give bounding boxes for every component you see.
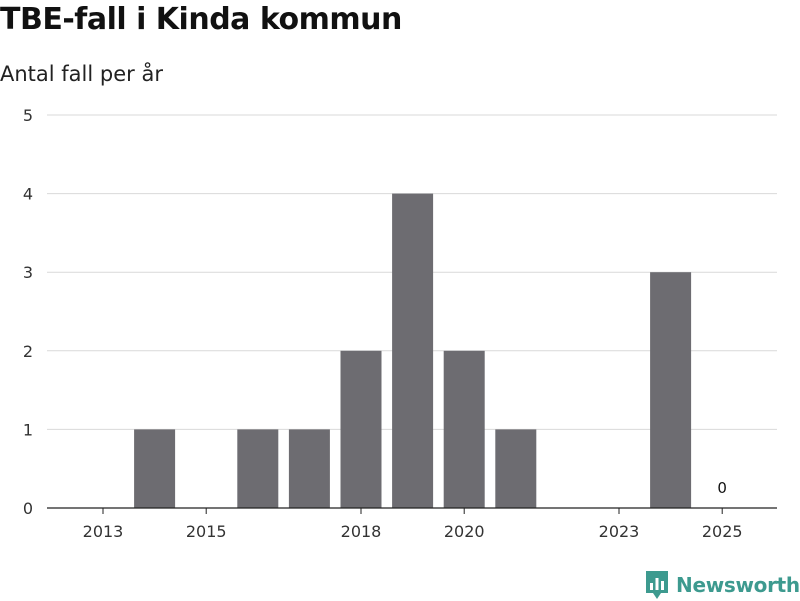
- x-tick-label: 2020: [444, 522, 485, 541]
- bar-2016: [237, 429, 279, 508]
- data-label-2025: 0: [717, 479, 727, 497]
- newsworthy-chart-icon: [646, 571, 668, 599]
- x-tick-label: 2013: [83, 522, 124, 541]
- y-tick-label: 5: [23, 106, 33, 125]
- bar-2020: [443, 350, 485, 508]
- axes: [47, 507, 777, 514]
- bars: [134, 193, 692, 508]
- bar-2017: [288, 429, 330, 508]
- y-tick-label: 2: [23, 342, 33, 361]
- newsworthy-logo: Newsworthy: [644, 569, 800, 601]
- tick-labels: 0 1 2 3 4 5 2013 2015 2018 2020 2023 2025 0: [23, 106, 743, 541]
- bar-2024: [650, 272, 692, 508]
- bar-2021: [495, 429, 537, 508]
- brand-name: Newsworthy: [676, 573, 800, 597]
- chart-subtitle: Antal fall per år: [0, 62, 163, 86]
- chart-title: TBE-fall i Kinda kommun: [0, 2, 402, 37]
- x-tick-label: 2025: [702, 522, 743, 541]
- y-tick-label: 4: [23, 185, 33, 204]
- y-tick-label: 1: [23, 420, 33, 439]
- y-tick-label: 0: [23, 499, 33, 518]
- bar-2018: [340, 350, 382, 508]
- x-tick-label: 2015: [186, 522, 227, 541]
- y-tick-label: 3: [23, 263, 33, 282]
- x-tick-label: 2023: [599, 522, 640, 541]
- bar-2019: [392, 193, 434, 508]
- bar-2014: [134, 429, 176, 508]
- x-tick-label: 2018: [341, 522, 382, 541]
